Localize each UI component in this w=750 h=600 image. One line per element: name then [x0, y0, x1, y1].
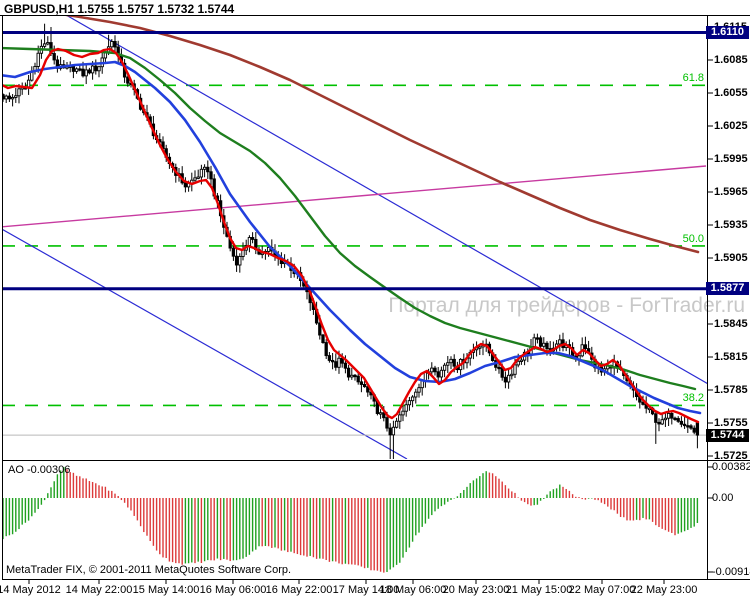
ao-histogram — [2, 466, 699, 573]
trendline-ascending-support-magenta[interactable] — [0, 165, 707, 228]
chart-frame — [0, 15, 750, 584]
candlesticks — [2, 23, 700, 459]
copyright-label: MetaTrader FIX, © 2001-2011 MetaQuotes S… — [6, 564, 292, 576]
ma-slowest-maroon[interactable] — [48, 12, 700, 254]
ma-fast-red[interactable] — [0, 47, 700, 424]
trendline-descending-channel-upper[interactable] — [40, 0, 710, 385]
ma-slow-green[interactable] — [0, 46, 697, 391]
ma-mid-blue[interactable] — [0, 60, 702, 415]
chart-title: GBPUSD,H1 1.5755 1.5757 1.5732 1.5744 — [4, 2, 235, 16]
watermark: Портал для трейдеров - ForTrader.ru — [388, 294, 745, 317]
trendline-descending-channel-lower[interactable] — [0, 228, 408, 459]
ao-indicator-label: AO -0.00306 — [8, 464, 71, 476]
